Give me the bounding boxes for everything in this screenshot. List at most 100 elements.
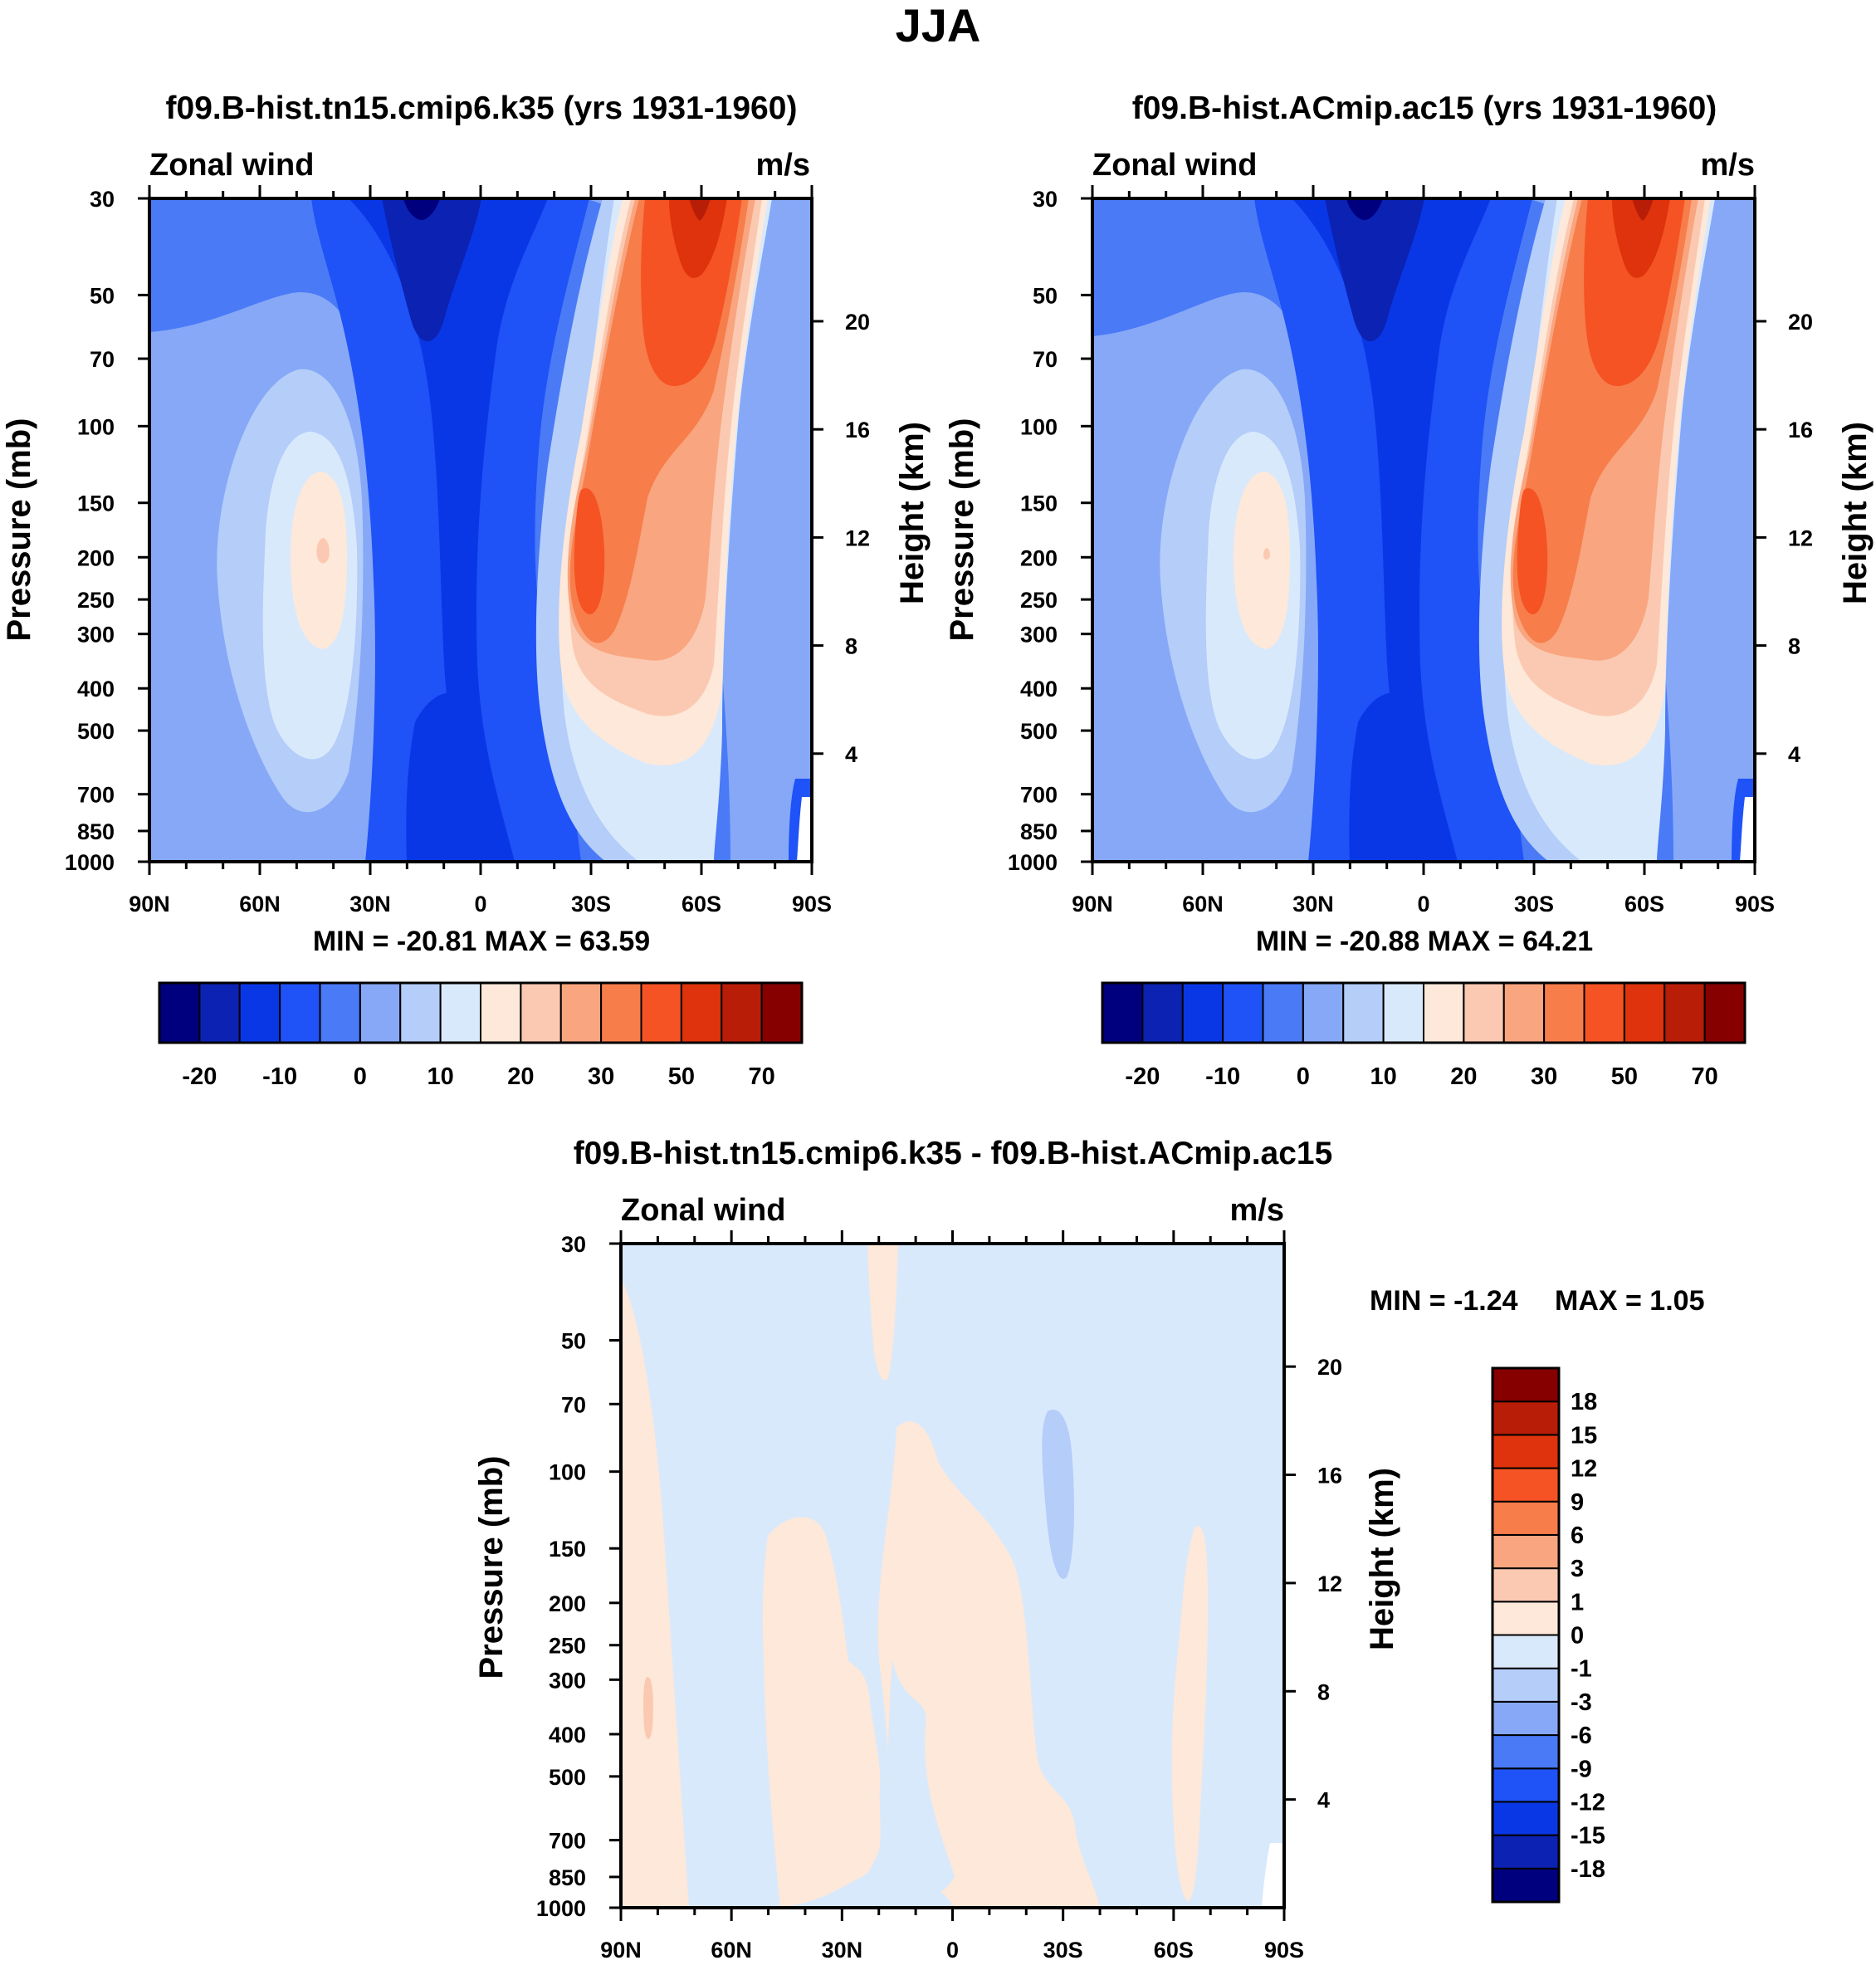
y-tick-label: 50 [561,1329,586,1354]
colorbar-swatch [1502,982,1546,1044]
stats-max-label: MAX = 1.05 [1555,1285,1704,1317]
units-label: m/s [1701,148,1755,183]
colorbar-frame [158,981,804,1044]
y2-axis-label: Height (km) [1364,1468,1400,1650]
variable-label: Zonal wind [149,148,314,183]
y-tick-label: 500 [549,1765,586,1790]
colorbar-swatch [520,982,562,1044]
panel-2: f09.B-hist.ACmip.ac15 (yrs 1931-1960) Zo… [944,90,1874,1090]
colorbar-label: -3 [1571,1689,1592,1716]
y-tick-label: 200 [77,545,115,570]
y-tick-label: 300 [549,1668,586,1693]
colorbar-label: 50 [668,1063,695,1090]
colorbar-swatch [1302,982,1345,1044]
x-tick-label: 90N [1072,892,1113,917]
y2-tick-label: 8 [1788,634,1800,659]
colorbar-swatch [1492,1500,1560,1536]
contour-band [1517,488,1548,614]
colorbar-swatch [1492,1767,1560,1803]
x-tick-label: 60N [1182,892,1224,917]
y-tick-label: 400 [549,1723,586,1747]
colorbar-label: 9 [1571,1489,1584,1516]
y-tick-label: 1000 [65,850,115,875]
contour-band [1524,198,1755,862]
colorbar-label: 3 [1571,1556,1584,1582]
y-tick-label: 30 [561,1232,586,1257]
colorbar-swatch [1492,1734,1560,1770]
colorbar-swatch [1703,982,1746,1044]
colorbar-swatch [279,982,321,1044]
y-tick-label: 1000 [1008,850,1058,875]
y-tick-label: 850 [1020,819,1058,844]
panel-title: f09.B-hist.tn15.cmip6.k35 - f09.B-hist.A… [574,1136,1333,1171]
colorbar-swatch [1382,982,1424,1044]
contour-band [581,198,812,862]
colorbar-label: -1 [1571,1656,1592,1683]
y-tick-label: 700 [1020,783,1058,808]
contour-field [1092,198,1755,862]
contour-band [1584,198,1685,386]
contour-band [316,538,330,564]
colorbar-swatch [1492,1801,1560,1836]
y-tick-label: 250 [77,588,115,613]
contour-band [1325,198,1424,342]
x-tick-label: 30N [1292,892,1334,917]
y2-tick-label: 4 [845,742,857,767]
colorbar-label: -6 [1571,1723,1592,1749]
colorbar-swatch [1342,982,1385,1044]
colorbar-swatch [1102,982,1144,1044]
colorbar-label: 10 [427,1063,453,1090]
colorbar-swatch [1492,1434,1560,1469]
y2-tick-label: 4 [1317,1788,1330,1813]
colorbar-label: 20 [507,1063,534,1090]
latitude-axis: 90N 60N 30N 0 30S 60S 90S [600,1230,1304,1963]
y-tick-label: 850 [549,1865,586,1890]
x-tick-label: 90S [1735,892,1775,917]
y2-tick-label: 16 [1788,418,1813,442]
colorbar-swatch [1492,1834,1560,1870]
colorbar-label: -15 [1571,1823,1605,1850]
latitude-axis: 90N 60N 30N 0 30S 60S 90S [1072,185,1775,917]
colorbar: -20 -10 0 10 20 30 50 70 [158,981,804,1090]
contour-band [349,198,548,862]
colorbar-swatch [1423,982,1465,1044]
y2-tick-label: 8 [1317,1679,1330,1704]
panel-3: f09.B-hist.tn15.cmip6.k35 - f09.B-hist.A… [473,1136,1704,1963]
colorbar-swatch [1492,1667,1560,1703]
x-tick-label: 90S [1264,1938,1304,1963]
y2-tick-label: 12 [845,525,870,550]
y-tick-label: 70 [1033,347,1058,372]
colorbar-label: 30 [1531,1063,1557,1090]
y2-tick-label: 16 [1317,1464,1342,1488]
contour-band [877,1421,1100,1908]
contour-band [867,1244,898,1381]
colorbar-swatch [359,982,402,1044]
colorbar-swatch [480,982,522,1044]
colorbar-label: -10 [262,1063,297,1090]
colorbar-label: 18 [1571,1389,1597,1415]
colorbar-swatch [760,982,803,1044]
colorbar-swatch [1492,1400,1560,1436]
contour-band [621,1278,689,1908]
colorbar-swatch [1492,1467,1560,1503]
contour-band [641,198,742,386]
y-tick-label: 150 [1020,491,1058,516]
colorbar-label: 15 [1571,1422,1597,1449]
y2-tick-label: 20 [1317,1355,1342,1380]
y-tick-label: 50 [90,283,115,308]
colorbar-label: 50 [1611,1063,1638,1090]
x-tick-label: 30N [822,1938,863,1963]
colorbar-label: 0 [354,1063,367,1090]
panel-title: f09.B-hist.ACmip.ac15 (yrs 1931-1960) [1132,90,1717,126]
y-tick-label: 250 [549,1634,586,1659]
units-label: m/s [1230,1193,1284,1228]
units-label: m/s [756,148,810,183]
y-tick-label: 100 [1020,414,1058,439]
contour-band [689,198,711,221]
stats-label: MIN = -20.81 MAX = 63.59 [313,926,650,957]
x-tick-label: 30N [349,892,391,917]
colorbar-swatch [238,982,281,1044]
y-tick-label: 150 [77,491,115,516]
x-tick-label: 30S [1514,892,1554,917]
